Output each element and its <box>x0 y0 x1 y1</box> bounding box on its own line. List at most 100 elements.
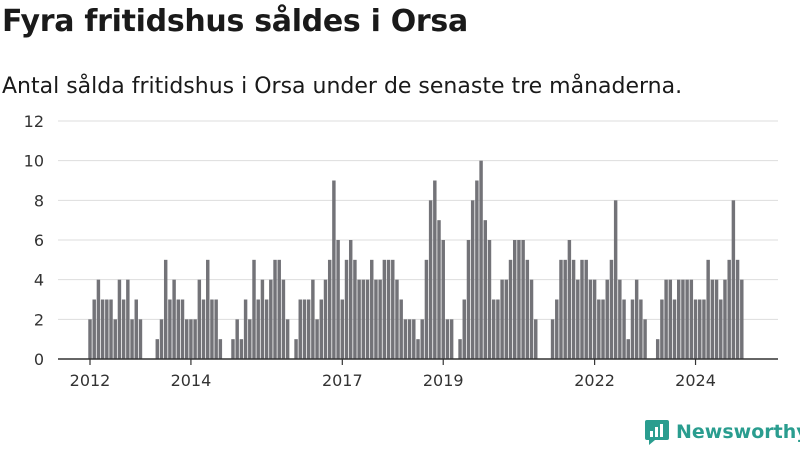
bar <box>315 319 319 359</box>
bar <box>559 259 563 359</box>
bar <box>197 279 202 359</box>
x-axis: 2012 2014 2017 2019 2022 2024 <box>58 358 778 390</box>
bar <box>580 259 584 359</box>
bars <box>88 160 744 359</box>
bar <box>576 279 580 359</box>
bar <box>592 279 597 359</box>
x-tick-label: 2024 <box>675 371 716 390</box>
bar <box>740 279 744 359</box>
bar <box>500 279 504 359</box>
bar <box>719 299 723 359</box>
bar <box>256 299 260 359</box>
bar <box>521 240 525 359</box>
bar <box>235 319 239 359</box>
bar <box>180 299 185 359</box>
x-tick-label: 2022 <box>574 371 615 390</box>
bar <box>433 180 437 359</box>
y-axis-labels: 0 2 4 6 8 10 12 <box>24 112 44 369</box>
y-tick-label: 12 <box>24 112 44 131</box>
bar <box>681 279 685 359</box>
y-tick-label: 6 <box>34 231 44 250</box>
bar <box>260 279 265 359</box>
bar <box>504 279 509 359</box>
bar <box>445 319 450 359</box>
bar <box>470 200 475 359</box>
bar <box>731 200 736 359</box>
y-tick-label: 2 <box>34 310 44 329</box>
bar <box>201 299 206 359</box>
bar <box>567 240 572 359</box>
bar <box>664 279 668 359</box>
bar <box>563 259 567 359</box>
bar <box>571 259 576 359</box>
newsworthy-logo-text: Newsworthy <box>676 421 800 443</box>
bar <box>210 299 214 359</box>
bar <box>382 259 387 359</box>
bar <box>412 319 416 359</box>
bar <box>622 299 626 359</box>
bar <box>189 319 193 359</box>
bar <box>672 299 677 359</box>
bar <box>416 339 420 359</box>
bar <box>163 259 168 359</box>
bar <box>618 279 622 359</box>
bar <box>285 319 290 359</box>
bar <box>693 299 698 359</box>
x-tick-label: 2012 <box>70 371 111 390</box>
bar <box>218 339 223 359</box>
bar <box>639 299 643 359</box>
bar <box>206 259 210 359</box>
x-tick-label: 2017 <box>322 371 363 390</box>
bar <box>449 319 454 359</box>
bar <box>698 299 702 359</box>
newsworthy-logo: Newsworthy <box>644 418 800 446</box>
bar <box>159 319 164 359</box>
bar <box>109 299 113 359</box>
bar <box>403 319 408 359</box>
bar <box>466 240 471 359</box>
bar <box>529 279 534 359</box>
bar <box>676 279 681 359</box>
bar <box>483 220 488 359</box>
bar <box>176 299 181 359</box>
bar <box>597 299 601 359</box>
bar <box>634 279 639 359</box>
bar <box>378 279 382 359</box>
annotation-layer: 4 <box>744 0 755 5</box>
bar <box>264 299 269 359</box>
bar <box>311 279 315 359</box>
bar <box>252 259 256 359</box>
bar <box>100 299 105 359</box>
x-tick-label: 2014 <box>171 371 212 390</box>
bar <box>550 319 555 359</box>
bar <box>184 319 189 359</box>
bar <box>613 200 618 359</box>
bar <box>386 259 391 359</box>
bar <box>121 299 126 359</box>
bar <box>130 319 134 359</box>
bar <box>727 259 731 359</box>
bar <box>168 299 172 359</box>
y-tick-label: 10 <box>24 152 44 171</box>
bar <box>273 259 277 359</box>
bar <box>735 259 740 359</box>
bar <box>508 259 513 359</box>
x-tick-label: 2019 <box>423 371 464 390</box>
bar <box>306 299 311 359</box>
bar <box>534 319 538 359</box>
bar <box>630 299 635 359</box>
bar <box>428 200 433 359</box>
bar <box>138 319 143 359</box>
bar <box>126 279 130 359</box>
bar <box>155 339 160 359</box>
bar <box>214 299 218 359</box>
bar <box>660 299 664 359</box>
bar <box>319 299 324 359</box>
bar <box>609 259 614 359</box>
bar <box>88 319 92 359</box>
chart-title: Fyra fritidshus såldes i Orsa <box>2 4 468 39</box>
bar <box>134 299 138 359</box>
bar <box>172 279 176 359</box>
bar <box>458 339 462 359</box>
bar <box>298 299 302 359</box>
